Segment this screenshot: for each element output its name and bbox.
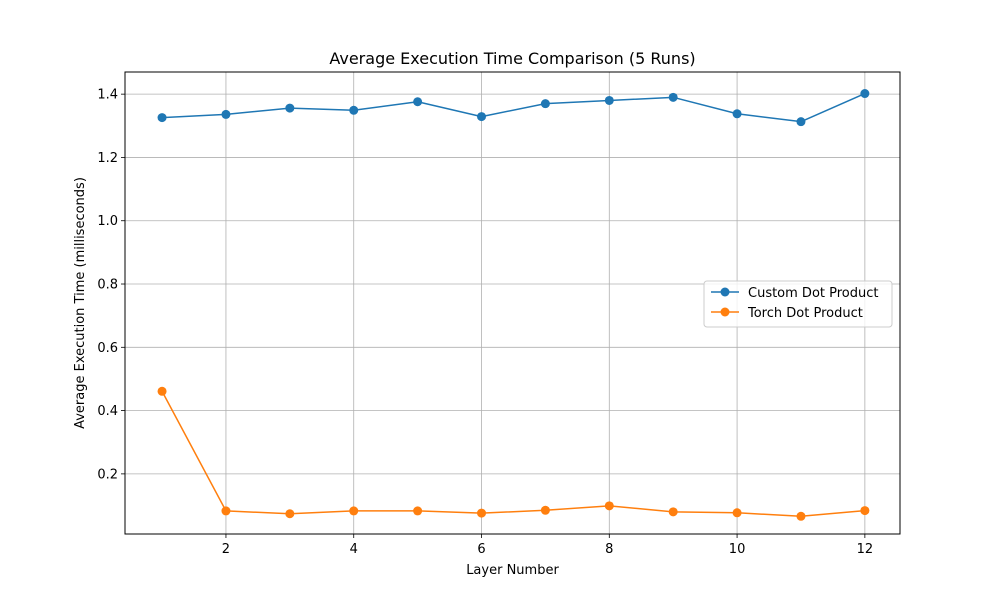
data-point-torch [349, 506, 359, 516]
data-point-custom [477, 112, 487, 122]
series-custom [157, 89, 870, 127]
y-tick-label: 1.2 [97, 151, 118, 166]
x-tick-label: 2 [222, 542, 230, 557]
chart-title: Average Execution Time Comparison (5 Run… [329, 49, 695, 68]
data-point-torch [157, 386, 167, 396]
legend-label-torch: Torch Dot Product [747, 306, 863, 321]
data-point-custom [796, 117, 806, 127]
data-point-custom [604, 95, 614, 105]
series-line-custom [162, 92, 866, 123]
series-layer [157, 89, 870, 521]
data-point-torch [413, 506, 423, 516]
tick-layer: 2 4 6 8 10 12 0.2 0.4 0.6 0.8 1.0 1.2 1.4 [97, 88, 873, 557]
x-tick-label: 10 [729, 542, 746, 557]
y-tick-label: 0.2 [97, 467, 118, 482]
x-axis-label: Layer Number [466, 563, 559, 578]
data-point-torch [668, 507, 678, 517]
series-line-torch [161, 390, 865, 518]
data-point-custom [285, 103, 295, 113]
legend-marker-torch [720, 307, 730, 317]
data-point-custom [732, 109, 742, 119]
data-point-torch [860, 506, 870, 516]
data-point-torch [477, 508, 487, 518]
legend: Custom Dot Product Torch Dot Product [703, 280, 893, 328]
x-tick-label: 4 [350, 542, 358, 557]
data-point-torch [285, 509, 295, 519]
y-tick-label: 0.6 [97, 341, 118, 356]
data-point-torch [540, 505, 550, 515]
data-point-custom [413, 97, 423, 107]
data-point-torch [796, 511, 806, 521]
data-point-torch [221, 506, 231, 516]
y-tick-label: 0.4 [97, 404, 118, 419]
data-point-custom [221, 109, 231, 119]
y-tick-label: 1.0 [97, 214, 118, 229]
x-tick-label: 6 [477, 542, 485, 557]
plot-frame [124, 71, 901, 535]
data-point-torch [604, 501, 614, 511]
data-point-custom [540, 99, 550, 109]
data-point-custom [860, 89, 870, 99]
data-point-custom [157, 113, 167, 123]
y-tick-label: 0.8 [97, 278, 118, 293]
legend-marker-custom [720, 287, 730, 297]
y-axis-label: Average Execution Time (milliseconds) [73, 177, 88, 429]
legend-label-custom: Custom Dot Product [748, 286, 879, 301]
x-tick-label: 12 [857, 542, 874, 557]
legend-box [703, 280, 893, 328]
y-tick-label: 1.4 [97, 88, 118, 103]
series-torch [157, 386, 870, 521]
data-point-custom [668, 92, 678, 102]
x-tick-label: 8 [605, 542, 613, 557]
data-point-torch [732, 508, 742, 518]
data-point-custom [349, 105, 359, 115]
